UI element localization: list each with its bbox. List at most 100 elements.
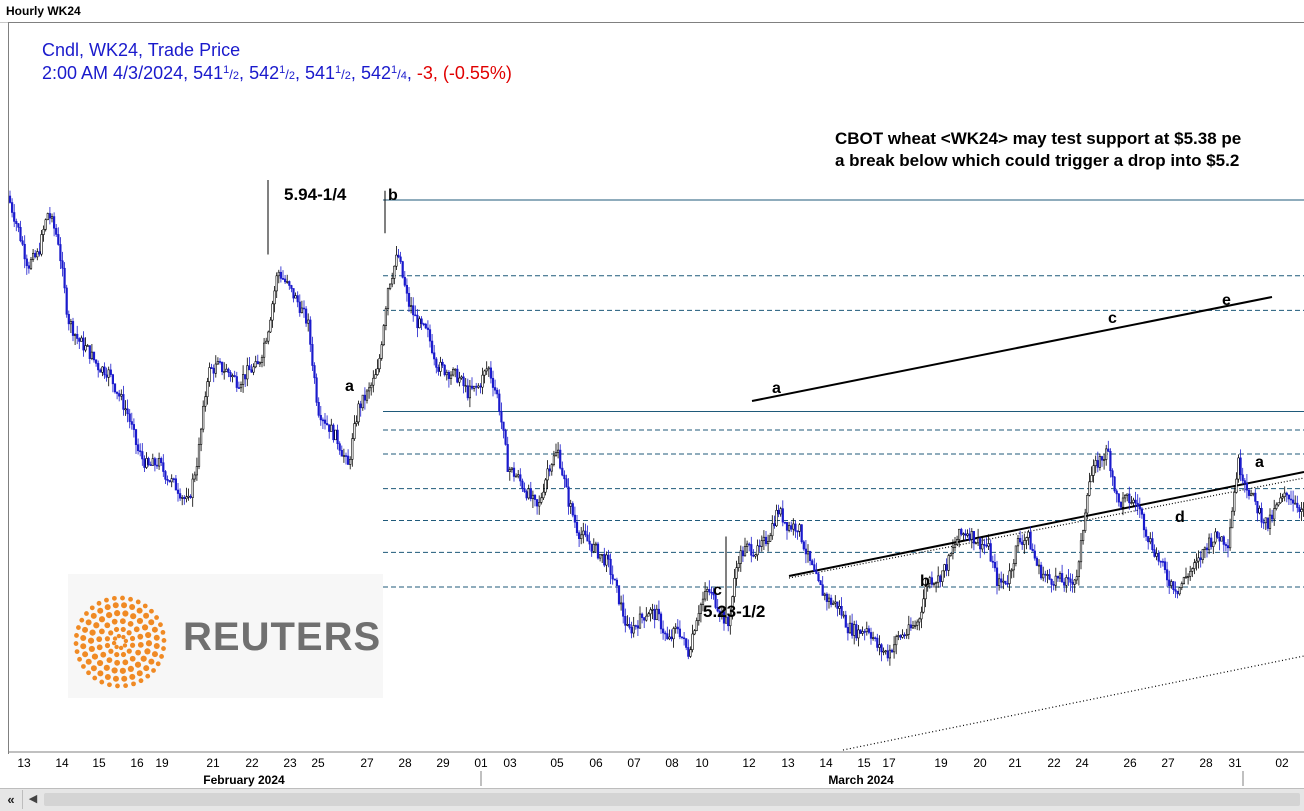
- candle-body: [80, 337, 83, 342]
- candle-body: [979, 537, 982, 550]
- candle-body: [281, 278, 285, 280]
- candle-body: [113, 383, 117, 393]
- candle-body: [204, 396, 207, 407]
- candle-body: [916, 621, 919, 626]
- candle-body: [750, 544, 753, 556]
- candle-body: [1292, 499, 1295, 504]
- candle-body: [1090, 475, 1093, 483]
- candle-body: [1126, 493, 1129, 496]
- scroll-to-start-button[interactable]: «: [0, 790, 23, 809]
- candle-body: [1052, 584, 1055, 586]
- candle-body: [422, 323, 425, 326]
- candle-body: [57, 234, 60, 245]
- candle-body: [332, 424, 335, 441]
- candle-body: [349, 459, 352, 465]
- wave-annotations: 5.94-1/4 5.23-1/2 b a a c b c e d a: [284, 185, 1264, 621]
- candle-body: [374, 374, 377, 379]
- candle-body: [645, 615, 648, 621]
- candle-body: [82, 337, 85, 351]
- chart-header-series: Cndl, WK24, Trade Price: [42, 40, 240, 60]
- candle-body: [657, 608, 660, 615]
- candle-body: [913, 625, 917, 627]
- candle-body: [1006, 583, 1009, 585]
- candle-body: [355, 421, 358, 424]
- x-tick-label: 31: [1228, 756, 1242, 770]
- candle-body: [1061, 573, 1064, 583]
- candle-body: [779, 508, 782, 515]
- candle-body: [619, 602, 623, 605]
- candle-body: [116, 391, 119, 394]
- candle-body: [451, 368, 455, 376]
- candle-body: [1067, 577, 1070, 580]
- scrollbar-thumb[interactable]: [44, 793, 1300, 806]
- candle-body: [1182, 577, 1185, 584]
- x-tick-label: 13: [17, 756, 31, 770]
- candle-body: [31, 252, 35, 260]
- candle-body: [187, 495, 190, 498]
- candle-body: [756, 545, 759, 556]
- candle-body: [372, 377, 375, 386]
- candle-body: [701, 598, 705, 605]
- candle-body: [1029, 531, 1032, 550]
- candle-body: [292, 288, 295, 299]
- candle-body: [561, 467, 564, 476]
- candle-body: [1000, 578, 1003, 583]
- candle-body: [949, 553, 952, 556]
- candle-body: [731, 596, 734, 616]
- candle-body: [267, 331, 270, 342]
- candle-body: [388, 283, 392, 289]
- candle-body: [962, 533, 965, 536]
- candle-body: [1077, 561, 1080, 577]
- candle-body: [229, 372, 232, 378]
- candle-body: [361, 394, 364, 409]
- candle-body: [61, 260, 64, 269]
- candle-body: [210, 367, 213, 369]
- candle-body: [1107, 448, 1110, 452]
- candle-body: [823, 593, 826, 596]
- candle-body: [884, 650, 887, 653]
- candle-body: [1166, 569, 1169, 581]
- scroll-left-arrow-icon[interactable]: ◀: [28, 793, 38, 805]
- candle-body: [611, 574, 614, 580]
- candle-body: [351, 438, 354, 460]
- candle-body: [485, 368, 488, 372]
- candle-body: [462, 376, 465, 386]
- candle-body: [1250, 493, 1253, 496]
- candle-body: [164, 471, 167, 480]
- candle-body: [132, 424, 136, 430]
- candle-body: [1157, 552, 1160, 562]
- candle-body: [571, 503, 574, 516]
- candle-body: [386, 288, 390, 310]
- candle-body: [659, 613, 663, 630]
- candle-body: [1201, 549, 1204, 560]
- candle-body: [514, 475, 518, 478]
- candle-body: [689, 649, 692, 657]
- candle-body: [1176, 590, 1179, 595]
- candle-body: [607, 554, 610, 560]
- candle-body: [1241, 474, 1244, 481]
- candle-body: [248, 365, 251, 371]
- candle-body: [1245, 482, 1248, 491]
- candle-body: [508, 469, 511, 472]
- candle-body: [582, 530, 585, 536]
- candle-body: [777, 509, 780, 515]
- candle-body: [1208, 537, 1211, 551]
- x-tick-label: 28: [398, 756, 412, 770]
- candle-body: [323, 419, 327, 424]
- candle-body: [1027, 531, 1030, 538]
- horizontal-scrollbar[interactable]: « ◀: [0, 788, 1304, 811]
- candle-body: [687, 647, 690, 657]
- candle-body: [1065, 577, 1068, 586]
- candle-body: [922, 598, 925, 613]
- candle-body: [590, 543, 593, 552]
- candle-body: [502, 421, 505, 431]
- candle-body: [861, 631, 864, 634]
- candle-body: [832, 602, 835, 605]
- candle-body: [1016, 538, 1020, 547]
- candle-body: [19, 227, 22, 242]
- candle-body: [859, 629, 862, 634]
- candle-body: [542, 491, 545, 499]
- candle-body: [773, 523, 776, 527]
- candle-body: [668, 636, 671, 640]
